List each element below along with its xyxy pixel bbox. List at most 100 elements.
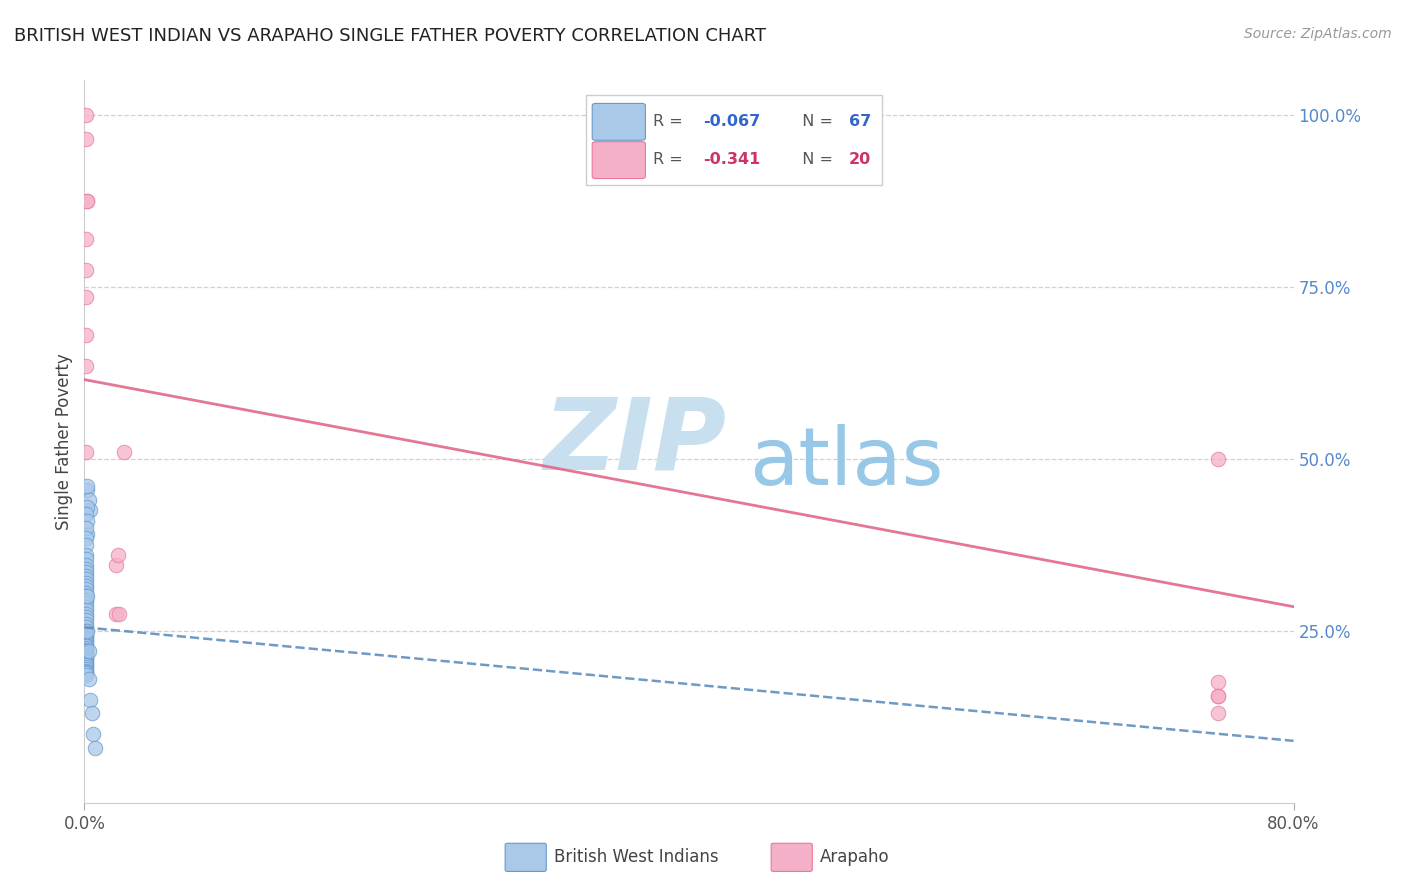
- Point: [75, 262, 97, 277]
- Point: [75, 592, 97, 607]
- Point: [82, 727, 104, 741]
- Point: [75, 632, 97, 646]
- Point: [75, 649, 97, 664]
- FancyBboxPatch shape: [770, 843, 813, 871]
- Point: [1206, 675, 1229, 690]
- FancyBboxPatch shape: [505, 843, 547, 871]
- Point: [75, 596, 97, 610]
- Point: [105, 558, 128, 573]
- Point: [75, 629, 97, 643]
- Text: N =: N =: [792, 153, 838, 168]
- Point: [76, 194, 98, 208]
- Point: [76, 527, 98, 541]
- Point: [112, 445, 135, 459]
- Point: [75, 568, 97, 582]
- Point: [1206, 451, 1229, 466]
- Point: [75, 657, 97, 671]
- Text: 67: 67: [849, 114, 870, 129]
- Point: [75, 579, 97, 593]
- Point: [75, 664, 97, 678]
- Point: [75, 666, 97, 681]
- Text: ZIP: ZIP: [544, 393, 727, 490]
- Point: [1206, 706, 1229, 721]
- Point: [107, 548, 129, 562]
- Point: [75, 640, 97, 655]
- Point: [75, 610, 97, 624]
- Point: [76, 514, 98, 528]
- Point: [75, 590, 97, 604]
- Text: -0.067: -0.067: [703, 114, 761, 129]
- Point: [75, 548, 97, 562]
- Point: [84, 740, 107, 755]
- Point: [75, 655, 97, 669]
- Point: [108, 607, 131, 621]
- Point: [1206, 689, 1229, 703]
- Point: [77, 644, 100, 658]
- Point: [75, 646, 97, 660]
- Text: R =: R =: [652, 114, 688, 129]
- Point: [75, 625, 97, 640]
- Point: [75, 445, 97, 459]
- Point: [75, 631, 97, 645]
- Point: [75, 614, 97, 628]
- Text: N =: N =: [792, 114, 838, 129]
- Point: [76, 624, 98, 638]
- Point: [79, 692, 101, 706]
- Point: [75, 231, 97, 245]
- Point: [75, 572, 97, 586]
- Point: [80, 706, 103, 721]
- Point: [75, 638, 97, 652]
- Text: 20: 20: [849, 153, 870, 168]
- Point: [75, 566, 97, 580]
- Point: [75, 624, 97, 638]
- Point: [75, 620, 97, 634]
- Point: [75, 108, 97, 122]
- Point: [75, 507, 97, 521]
- Point: [75, 636, 97, 650]
- Point: [105, 607, 128, 621]
- Point: [75, 359, 97, 373]
- Point: [79, 503, 101, 517]
- Point: [75, 538, 97, 552]
- Point: [75, 558, 97, 573]
- Point: [75, 665, 97, 679]
- Point: [76, 483, 98, 497]
- Point: [75, 531, 97, 545]
- Text: Source: ZipAtlas.com: Source: ZipAtlas.com: [1244, 27, 1392, 41]
- Point: [75, 668, 97, 682]
- Point: [75, 627, 97, 641]
- Point: [75, 582, 97, 597]
- Point: [75, 634, 97, 648]
- Point: [75, 643, 97, 657]
- Point: [75, 658, 97, 673]
- Point: [1206, 689, 1229, 703]
- Point: [75, 562, 97, 576]
- Point: [75, 603, 97, 617]
- Point: [76, 194, 98, 208]
- Point: [75, 290, 97, 304]
- Point: [75, 575, 97, 590]
- Point: [75, 616, 97, 631]
- Text: -0.341: -0.341: [703, 153, 761, 168]
- Point: [75, 520, 97, 534]
- Text: British West Indians: British West Indians: [554, 848, 718, 866]
- Text: atlas: atlas: [749, 425, 943, 502]
- Point: [76, 500, 98, 514]
- FancyBboxPatch shape: [586, 95, 883, 185]
- Point: [75, 132, 97, 146]
- FancyBboxPatch shape: [592, 103, 645, 140]
- FancyBboxPatch shape: [592, 142, 645, 178]
- Text: BRITISH WEST INDIAN VS ARAPAHO SINGLE FATHER POVERTY CORRELATION CHART: BRITISH WEST INDIAN VS ARAPAHO SINGLE FA…: [14, 27, 766, 45]
- Point: [76, 590, 98, 604]
- Y-axis label: Single Father Poverty: Single Father Poverty: [55, 353, 73, 530]
- Point: [75, 607, 97, 621]
- Point: [75, 653, 97, 667]
- Point: [77, 493, 100, 508]
- Text: R =: R =: [652, 153, 688, 168]
- Point: [77, 672, 100, 686]
- Point: [75, 586, 97, 600]
- Point: [75, 648, 97, 662]
- Point: [75, 551, 97, 566]
- Point: [75, 662, 97, 676]
- Point: [75, 327, 97, 342]
